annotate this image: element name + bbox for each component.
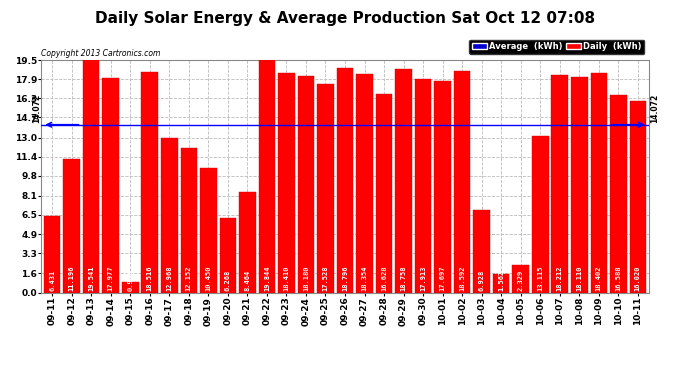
Bar (297, 76, 314, 292)
Bar (629, 102, 646, 292)
Bar (551, 75, 568, 292)
Bar (239, 192, 256, 292)
Text: 19.541: 19.541 (88, 265, 95, 291)
Text: 12.152: 12.152 (186, 265, 192, 291)
Bar (63, 159, 80, 292)
Text: 18.180: 18.180 (303, 265, 309, 291)
Bar (317, 84, 334, 292)
Bar (356, 74, 373, 292)
Text: 18.516: 18.516 (147, 265, 152, 291)
Bar (571, 76, 588, 292)
Text: 16.628: 16.628 (381, 265, 387, 291)
Text: 6.268: 6.268 (225, 270, 231, 291)
Text: 18.796: 18.796 (342, 265, 348, 291)
Bar (181, 148, 197, 292)
Bar (513, 265, 529, 292)
Bar (102, 78, 119, 292)
Bar (473, 210, 490, 292)
Text: 6.928: 6.928 (479, 270, 484, 291)
Bar (259, 56, 275, 292)
Text: 0.906: 0.906 (127, 270, 133, 291)
Bar (532, 136, 549, 292)
Bar (376, 94, 393, 292)
Bar (434, 81, 451, 292)
Bar (337, 68, 353, 292)
Text: 17.913: 17.913 (420, 265, 426, 291)
Bar (493, 274, 509, 292)
Bar (415, 79, 431, 292)
Bar (141, 72, 158, 292)
Bar (44, 216, 61, 292)
Text: 16.588: 16.588 (615, 265, 621, 291)
Text: 18.110: 18.110 (576, 265, 582, 291)
Text: 18.354: 18.354 (362, 265, 368, 291)
Text: 14.072: 14.072 (32, 94, 41, 123)
Bar (395, 69, 412, 292)
Text: 8.464: 8.464 (244, 270, 250, 291)
Text: 17.528: 17.528 (322, 265, 328, 291)
Text: Daily Solar Energy & Average Production Sat Oct 12 07:08: Daily Solar Energy & Average Production … (95, 11, 595, 26)
Text: 18.592: 18.592 (459, 265, 465, 291)
Text: 11.196: 11.196 (69, 265, 75, 291)
Bar (161, 138, 177, 292)
Text: 2.329: 2.329 (518, 270, 524, 291)
Bar (219, 218, 236, 292)
Text: 18.410: 18.410 (284, 265, 289, 291)
Text: 18.212: 18.212 (557, 265, 563, 291)
Text: 10.450: 10.450 (206, 265, 211, 291)
Bar (278, 73, 295, 292)
Text: 12.968: 12.968 (166, 265, 172, 291)
Bar (83, 60, 99, 292)
Text: 1.562: 1.562 (498, 270, 504, 291)
Text: Copyright 2013 Cartronics.com: Copyright 2013 Cartronics.com (41, 49, 161, 58)
Text: 19.844: 19.844 (264, 265, 270, 291)
Bar (454, 71, 471, 292)
Text: 6.431: 6.431 (49, 270, 55, 291)
Bar (591, 73, 607, 292)
Text: 17.977: 17.977 (108, 265, 114, 291)
Legend: Average  (kWh), Daily  (kWh): Average (kWh), Daily (kWh) (469, 39, 644, 54)
Text: 17.697: 17.697 (440, 265, 446, 291)
Text: 14.072: 14.072 (650, 94, 659, 123)
Text: 16.020: 16.020 (635, 265, 641, 291)
Bar (122, 282, 139, 292)
Text: 18.402: 18.402 (595, 265, 602, 291)
Bar (200, 168, 217, 292)
Text: 13.115: 13.115 (538, 265, 543, 291)
Bar (610, 95, 627, 292)
Text: 18.758: 18.758 (401, 265, 406, 291)
